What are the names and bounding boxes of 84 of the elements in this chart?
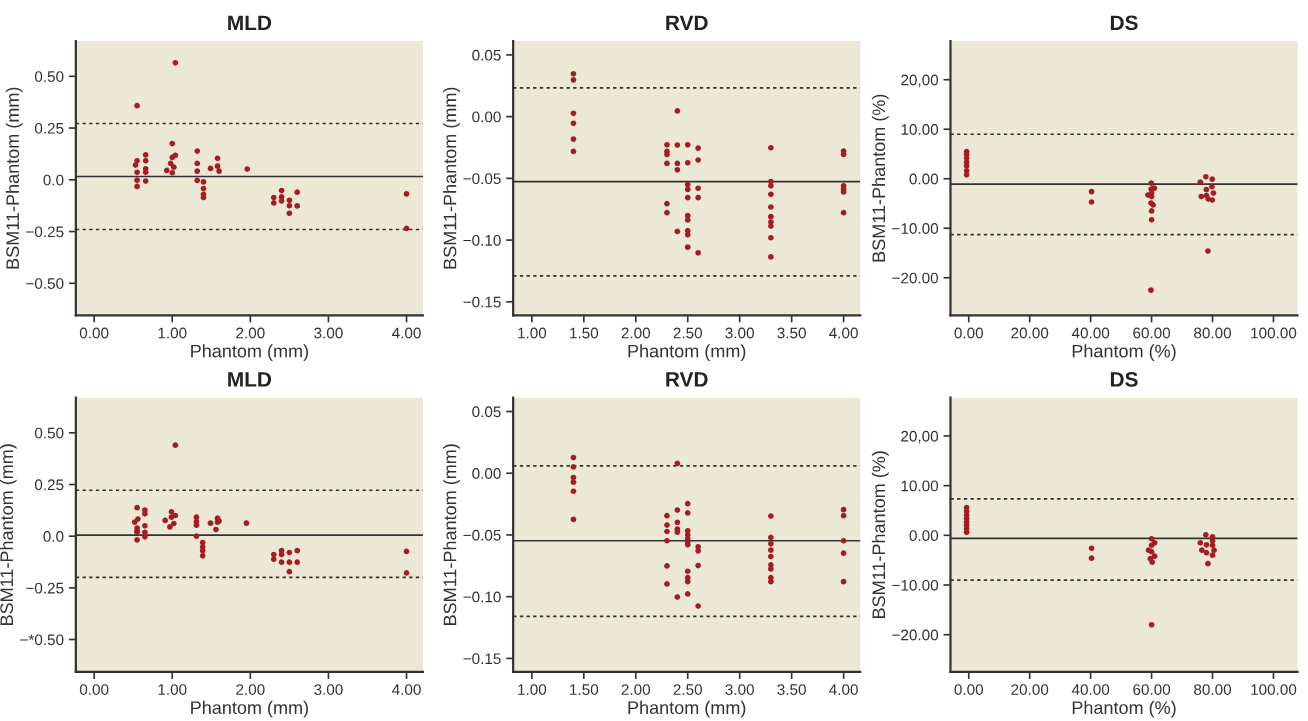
x-tick-label: 1.00 [158,327,187,339]
x-axis-title: Phantom (%) [1072,700,1176,718]
x-tick-label: 60.00 [1133,684,1171,695]
chart-title: RVD [666,372,708,387]
y-tick-label: −20.00 [892,272,939,284]
x-tick-label: 2.50 [673,684,703,695]
y-tick-label: −0.25 [26,582,64,594]
x-tick-label: 40.00 [1071,684,1110,695]
x-tick-label: 60.00 [1133,327,1171,339]
y-tick-label: 0.0 [43,174,64,186]
y-tick-label: 10.00 [901,124,939,135]
y-axis-title: BSM11-Phantom (%) [871,94,889,262]
y-tick-label: −0.10 [463,591,501,603]
x-tick-label: 100.00 [1251,327,1297,339]
x-axis-title: Phantom (mm) [191,700,308,718]
y-tick-label: 20,00 [901,430,939,444]
x-tick-label: 0.00 [79,327,109,339]
x-tick-label: 1.50 [570,684,599,695]
x-tick-label: 3.50 [777,327,806,339]
y-axis-title: BSM11-Phantom (mm) [0,444,17,625]
x-axis-title: Phantom (mm) [628,344,746,362]
x-tick-label: 3.00 [725,684,754,695]
x-tick-label: 4.00 [829,327,858,339]
x-tick-label: 3.00 [725,327,754,339]
y-tick-label: 0.00 [909,173,939,185]
x-tick-label: 3.00 [314,327,343,339]
y-tick-label: 0.05 [472,49,501,61]
y-tick-label: 10.00 [901,480,939,492]
x-tick-label: 20.00 [1011,684,1049,695]
x-tick-label: 1.00 [158,684,187,695]
y-axis-title: BSM11-Phantom (mm) [443,444,460,625]
y-tick-label: −*0.50 [20,634,64,646]
chart-title: DS [1110,372,1138,387]
x-tick-label: 4.00 [392,327,421,339]
x-tick-label: 0.00 [79,684,109,695]
y-tick-label: 0.50 [34,71,64,82]
x-tick-label: 4.00 [392,684,421,695]
x-tick-label: 4.00 [829,684,858,695]
x-axis-title: Phantom (mm) [191,344,308,362]
y-axis-title: BSM11-Phantom (mm) [5,87,23,269]
x-tick-label: 2.00 [621,684,651,695]
y-tick-label: 0.05 [472,406,501,418]
y-tick-label: 0.00 [909,530,939,542]
y-tick-label: −0.50 [26,278,64,289]
y-tick-label: −0.25 [26,226,64,238]
y-tick-label: 0.50 [34,427,64,439]
chart-title: MLD [228,15,272,30]
y-tick-label: −0.05 [463,529,501,541]
y-tick-label: −0.05 [463,173,501,185]
x-tick-label: 20.00 [1011,327,1049,339]
x-tick-label: 0.00 [954,327,984,339]
x-tick-label: 2.00 [621,327,651,339]
y-tick-label: −0.15 [463,653,501,665]
y-tick-label: 0.00 [472,468,501,479]
x-tick-label: 1.00 [518,684,547,695]
x-tick-label: 3.00 [314,684,343,695]
chart-title: RVD [666,15,708,30]
y-axis-title: BSM11-Phantom (mm) [443,87,460,269]
y-tick-label: −0.15 [463,296,501,308]
y-axis-title: BSM11-Phantom (%) [871,451,889,618]
x-tick-label: 0.00 [954,684,984,695]
y-tick-label: −10.00 [892,579,939,591]
x-tick-label: 2.00 [236,684,265,695]
y-tick-label: 20,00 [901,74,939,88]
x-tick-label: 2.50 [673,327,703,339]
x-axis-title: Phantom (%) [1072,344,1176,362]
y-tick-label: 0.00 [472,111,501,123]
x-tick-label: 40.00 [1071,327,1110,339]
chart-title: MLD [228,372,272,387]
y-tick-label: 0.0 [43,531,64,542]
x-tick-label: 3.50 [777,684,806,695]
x-tick-label: 100.00 [1251,684,1297,695]
y-tick-label: 0.25 [34,122,64,134]
x-axis-title: Phantom (mm) [628,700,746,718]
chart-title: DS [1110,15,1138,31]
y-tick-label: −0.10 [463,234,501,246]
y-tick-label: 0.25 [34,479,64,491]
x-tick-label: 1.00 [518,327,547,339]
x-tick-label: 80.00 [1194,684,1232,695]
x-tick-label: 1.50 [570,327,599,339]
y-tick-label: −10.00 [892,223,939,234]
y-tick-label: −20.00 [892,629,939,641]
x-tick-label: 80.00 [1194,327,1232,339]
x-tick-label: 2.00 [236,327,265,339]
